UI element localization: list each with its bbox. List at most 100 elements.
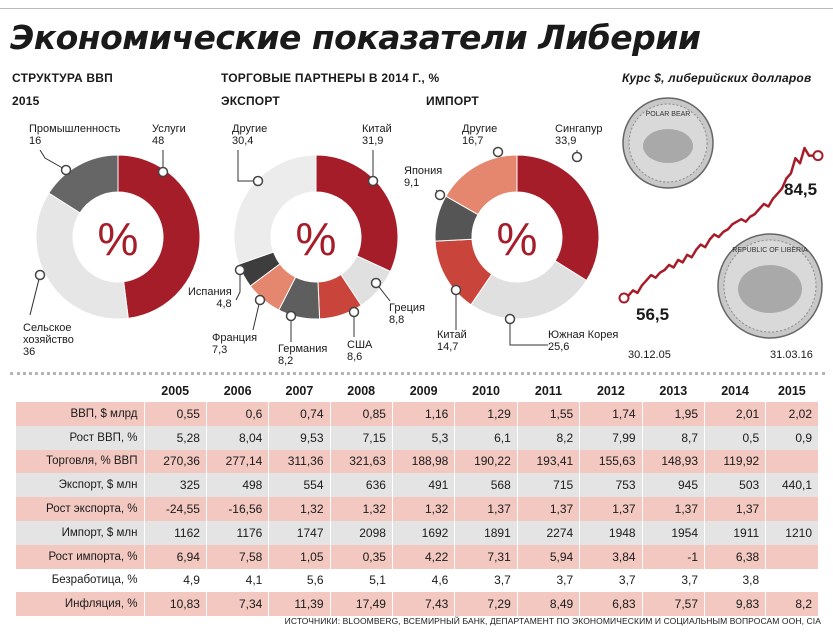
leader-marker-12 bbox=[571, 151, 583, 163]
trade-header: ТОРГОВЫЕ ПАРТНЕРЫ В 2014 Г., % bbox=[221, 71, 440, 85]
leader-marker-11 bbox=[492, 146, 504, 158]
table-cell: 0,35 bbox=[329, 544, 393, 569]
leader-marker-14 bbox=[504, 313, 516, 325]
table-cell: 6,1 bbox=[454, 425, 518, 450]
table-cell: 0,55 bbox=[143, 402, 207, 426]
table-cell: 190,22 bbox=[454, 449, 518, 474]
import-label-china: Китай 14,7 bbox=[437, 329, 467, 353]
row-label: Рост импорта, % bbox=[16, 544, 144, 569]
rate-series-line bbox=[623, 146, 818, 300]
table-cell: 7,57 bbox=[641, 592, 705, 617]
table-cell: 1,37 bbox=[454, 497, 518, 521]
export-slice-6 bbox=[233, 154, 317, 265]
table-cell: -24,55 bbox=[143, 497, 207, 521]
table-cell: 1954 bbox=[641, 520, 705, 545]
table-cell: 1,05 bbox=[268, 544, 330, 569]
table-cell: 1,95 bbox=[641, 402, 705, 426]
year-header: 2011 bbox=[534, 384, 563, 398]
table-cell: 0,6 bbox=[205, 402, 269, 426]
export-label-other: Другие 30,4 bbox=[232, 123, 268, 147]
leader-line-2 bbox=[29, 274, 41, 316]
table-cell: 7,99 bbox=[579, 425, 643, 450]
leader-line-3 bbox=[237, 150, 258, 182]
table-cell: 5,94 bbox=[516, 544, 580, 569]
export-label-germany: Германия 8,2 bbox=[278, 343, 328, 367]
label-leaders bbox=[29, 146, 583, 346]
table-row: ВВП, $ млрд 0,55 0,6 0,74 0,85 1,16 1,29 1,55 1,… bbox=[16, 402, 818, 426]
leader-marker-6 bbox=[254, 294, 266, 306]
rate-start-value: 56,5 bbox=[636, 305, 670, 324]
table-cell: 7,15 bbox=[329, 425, 393, 450]
gdp-header: СТРУКТУРА ВВП bbox=[12, 71, 113, 85]
table-cell: 2098 bbox=[329, 520, 393, 545]
table-cell: 8,04 bbox=[205, 425, 269, 450]
table-cell: 4,1 bbox=[205, 568, 269, 593]
coins: POLAR BEAR REPUBLIC OF LIBERIA bbox=[622, 97, 823, 339]
table-cell: 8,2 bbox=[765, 592, 818, 617]
import-label-japan: Япония 9,1 bbox=[404, 165, 443, 189]
year-header: 2005 bbox=[161, 384, 190, 398]
export-label-usa: США 8,6 bbox=[347, 339, 373, 363]
rate-line bbox=[618, 146, 824, 304]
table-cell: 9,83 bbox=[704, 592, 766, 617]
export-label-spain: Испания 4,8 bbox=[188, 286, 232, 310]
year-header: 2007 bbox=[285, 384, 314, 398]
table-cell: 1162 bbox=[143, 520, 207, 545]
rate-end-value: 84,5 bbox=[784, 180, 818, 199]
table-row: Инфляция, % 10,83 7,34 11,39 17,49 7,43 7,29 8,… bbox=[16, 592, 818, 617]
leader-marker-4 bbox=[367, 175, 379, 187]
table-cell: 10,83 bbox=[143, 592, 207, 617]
leader-marker-0 bbox=[157, 166, 169, 178]
gdp-slice-0 bbox=[117, 154, 201, 319]
year-header: 2010 bbox=[472, 384, 500, 398]
leader-marker-2 bbox=[34, 269, 46, 281]
table-cell: 2274 bbox=[516, 520, 580, 545]
row-label: Импорт, $ млн bbox=[16, 520, 144, 545]
export-center-symbol: % bbox=[296, 213, 337, 265]
table-cell: 1911 bbox=[704, 520, 766, 545]
table-cell: 7,58 bbox=[205, 544, 269, 569]
table-cell: 1,32 bbox=[268, 497, 330, 521]
table-cell: 715 bbox=[516, 473, 580, 498]
leader-marker-9 bbox=[370, 277, 382, 289]
table-corner bbox=[16, 380, 144, 402]
indicators-table: 2005 2006 2007 2008 2009 2010 2011 2012 2013 2014… bbox=[16, 380, 818, 617]
charts-canvas: % % % POLAR BEAR REPUBLIC OF LIBERIA bbox=[29, 97, 824, 346]
year-header: 2015 bbox=[777, 384, 806, 398]
export-label-france: Франция 7,3 bbox=[212, 332, 258, 356]
table-cell: 3,8 bbox=[704, 568, 766, 593]
gdp-center-symbol: % bbox=[98, 213, 139, 265]
year-header: 2013 bbox=[659, 384, 688, 398]
table-cell: 753 bbox=[579, 473, 643, 498]
table-cell: 277,14 bbox=[205, 449, 269, 474]
leader-line-1 bbox=[39, 149, 67, 171]
table-cell: 945 bbox=[641, 473, 705, 498]
table-cell: 5,3 bbox=[391, 425, 455, 450]
page-title: Экономические показатели Либерии bbox=[10, 18, 701, 57]
table-cell: 2,01 bbox=[704, 402, 766, 426]
table-cell: 311,36 bbox=[268, 449, 330, 474]
table-cell: 3,7 bbox=[454, 568, 518, 593]
coin-polar-bear-emblem bbox=[643, 129, 693, 163]
table-cell bbox=[765, 449, 818, 474]
table-cell bbox=[765, 568, 818, 593]
table-row: Торговля, % ВВП 270,36 277,14 311,36 321,63 1… bbox=[16, 449, 818, 474]
year-header: 2006 bbox=[223, 384, 252, 398]
leader-marker-1 bbox=[60, 164, 72, 176]
gdp-label-services: Услуги 48 bbox=[152, 123, 186, 147]
table-cell bbox=[765, 544, 818, 569]
leader-marker-13 bbox=[450, 284, 462, 296]
export-label-china: Китай 31,9 bbox=[362, 123, 392, 147]
table-cell: 636 bbox=[329, 473, 393, 498]
table-cell: 8,49 bbox=[516, 592, 580, 617]
leader-marker-7 bbox=[285, 310, 297, 322]
row-label: ВВП, $ млрд bbox=[16, 402, 144, 426]
table-cell: 6,38 bbox=[704, 544, 766, 569]
table-cell: 148,93 bbox=[641, 449, 705, 474]
table-cell: 554 bbox=[268, 473, 330, 498]
leader-line-5 bbox=[235, 270, 241, 301]
table-row: Импорт, $ млн 1162 1176 1747 2098 1692 1891 227… bbox=[16, 520, 818, 545]
import-slice-1 bbox=[470, 260, 588, 320]
table-cell: 4,6 bbox=[391, 568, 455, 593]
table-cell: 0,85 bbox=[329, 402, 393, 426]
